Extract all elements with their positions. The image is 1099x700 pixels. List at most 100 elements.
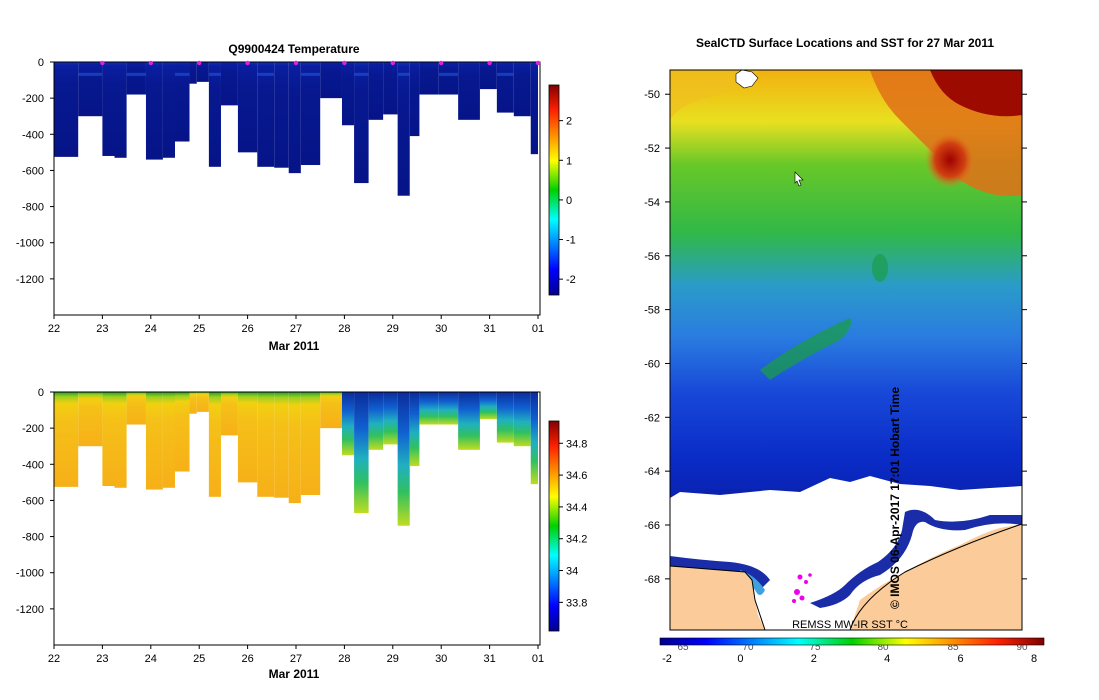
warm-layer-stripe [300,72,321,76]
temperature-x-axis: 22 23 24 25 26 27 28 29 30 31 01 [48,315,544,335]
salinity-profile-bar [513,392,531,447]
y-tick-label: -1200 [16,604,44,616]
temperature-profile-bar [162,62,175,158]
western-coastal-band [670,556,770,590]
temperature-profile-bar [237,62,258,153]
salinity-colorbar-ticks: 34.8 34.6 34.4 34.2 34 33.8 [559,438,587,609]
salinity-profile-bar [341,392,355,456]
temperature-profile-bar [496,62,514,113]
salinity-profile-bar [368,392,384,450]
y-tick-label: -1000 [16,568,44,580]
salinity-x-axis: 22 23 24 25 26 27 28 29 30 31 01 [48,645,544,665]
sst-colorbar [659,637,1045,646]
latitude-tick-label: -52 [644,143,660,155]
temperature-profile-bar [383,62,398,115]
salinity-axes-frame [53,391,541,646]
salinity-profile-bar [196,392,209,412]
latitude-tick-label: -62 [644,412,660,424]
temperature-profile-bar [208,62,221,167]
temperature-profile-bar [354,62,369,184]
x-tick-label: 01 [532,653,544,665]
sst-scale-tick-labels: 65 70 75 80 85 90 [677,642,1028,653]
x-tick-label: 22 [48,653,60,665]
latitude-tick-label: -54 [644,197,660,209]
warm-layer-stripe [397,72,410,76]
profile-marker [390,60,395,66]
x-tick-label: 28 [338,323,350,335]
colorbar-tick-label: -1 [566,235,576,247]
temperature-profile-bar [300,62,321,166]
x-tick-label: 26 [241,323,253,335]
x-tick-label: 25 [193,323,205,335]
temperature-profile-bar [220,62,238,106]
latitude-tick-label: -66 [644,520,660,532]
x-tick-label: 01 [532,323,544,335]
temperature-profile-bar [341,62,355,126]
x-tick-label: 26 [241,653,253,665]
colorbar-tick-label: 2 [566,116,572,128]
seal-location-point [808,573,812,577]
x-tick-label: 29 [387,323,399,335]
sst-scale-label: 65 [677,642,689,653]
temperature-profile-bar [145,62,163,160]
latitude-tick-label: -60 [644,358,660,370]
coastline-east [849,523,1023,631]
seal-location-point [797,574,803,580]
seal-location-point [792,599,796,603]
temperature-profile-bar [78,62,103,117]
colorbar-tick-label: 33.8 [566,597,587,609]
x-tick-label: 23 [96,653,108,665]
salinity-profile-bar [419,392,439,425]
colorbar-tick-label: 34 [566,566,578,578]
warm-layer-stripe [208,72,221,76]
temperature-profile-bar [257,62,275,167]
latitude-tick-label: -58 [644,305,660,317]
sst-scale-label: 80 [877,642,889,653]
salinity-colorbar [548,420,560,632]
salinity-profile-bar [530,392,538,485]
x-tick-label: 25 [193,653,205,665]
profile-marker [487,60,492,66]
x-tick-label: 31 [483,653,495,665]
profile-marker [342,60,347,66]
y-tick-label: -1200 [16,274,44,286]
temperature-profiles [54,62,538,196]
seal-location-point [799,595,805,601]
imos-timestamp-label: © IMOS 06-Apr-2017 17:01 Hobart Time [888,387,902,609]
y-tick-label: -800 [22,532,44,544]
y-tick-label: -400 [22,129,44,141]
temperature-profile-bar [438,62,459,95]
seal-ctd-locations [792,573,812,603]
salinity-profile-bar [438,392,459,425]
seal-location-point [804,580,808,584]
temperature-profile-bar [419,62,439,95]
warm-layer-stripe [175,72,190,76]
colorbar-tick-label: -2 [566,274,576,286]
x-tick-label: 23 [96,323,108,335]
salinity-profile-bar [397,392,410,526]
colorbar-tick-label: 34.4 [566,502,587,514]
sst-colorbar-tick-label: -2 [662,653,672,665]
temperature-profile-bar [530,62,538,155]
salinity-profile-bar [145,392,163,490]
x-tick-label: 28 [338,653,350,665]
temperature-y-axis: 0 -200 -400 -600 -800 -1000 -1200 [16,57,54,286]
sst-field [670,70,1022,500]
sst-colorbar-tick-label: 2 [811,653,817,665]
green-filament [760,318,852,380]
salinity-panel: 0 -200 -400 -600 -800 -1000 -1200 22 23 24 25 26 27… [16,387,588,681]
warm-layer-stripe [438,72,459,76]
hot-core-region [930,70,1022,117]
y-tick-label: 0 [38,57,44,69]
latitude-tick-label: -50 [644,89,660,101]
x-tick-label: 30 [435,653,447,665]
x-tick-label: 27 [290,323,302,335]
antarctic-land-east [850,524,1022,630]
profile-marker [100,60,105,66]
warm-layer-stripe [78,72,103,76]
y-tick-label: -200 [22,423,44,435]
salinity-x-label: Mar 2011 [269,667,320,681]
warm-layer-stripe [126,72,146,76]
temperature-profile-bar [196,62,209,82]
salinity-profile-bar [220,392,238,436]
